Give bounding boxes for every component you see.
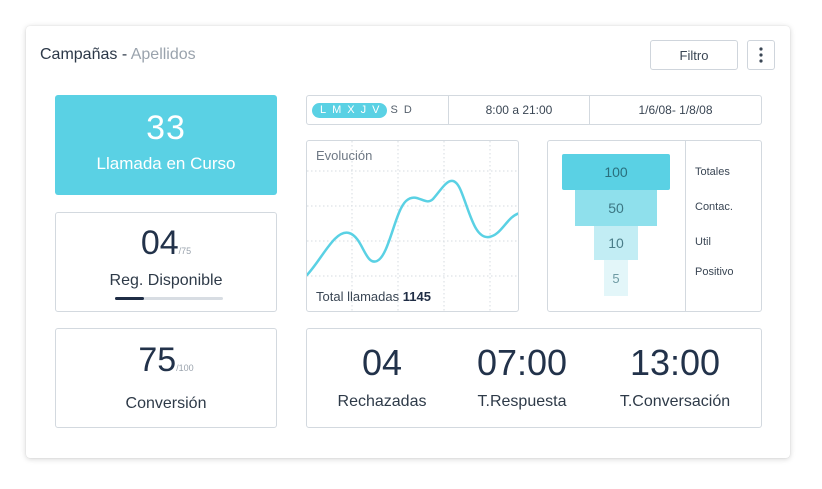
funnel-value: 50 [608,200,624,216]
available-records-label: Reg. Disponible [109,272,223,289]
day-j[interactable]: J [360,104,367,116]
funnel-value: 10 [608,235,624,251]
campaign-subtitle: Apellidos [130,46,196,63]
funnel-value: 100 [604,164,628,180]
funnel-step-positivo: 5 [604,260,628,296]
stat-t-respuesta[interactable]: 07:00 T.Respuesta [467,343,577,411]
day-m[interactable]: M [332,104,342,116]
active-calls-tile[interactable]: 33 Llamada en Curso [55,95,277,195]
funnel-label: Totales [695,166,730,178]
stats-panel: 04 Rechazadas 07:00 T.Respuesta 13:00 T.… [306,328,762,428]
progress-fill [115,297,145,300]
stat-label: Rechazadas [337,393,427,410]
total-calls-label: Total llamadas [316,289,400,304]
schedule-hours[interactable]: 8:00 a 21:00 [449,96,590,124]
total-calls-value: 1145 [402,289,431,304]
stat-rechazadas[interactable]: 04 Rechazadas [332,343,432,411]
more-options-button[interactable] [747,40,775,70]
evolution-chart-svg [307,141,518,311]
conversion-label: Conversión [125,395,207,412]
stat-t-conversacion[interactable]: 13:00 T.Conversación [607,343,743,411]
stat-label: T.Conversación [619,393,731,410]
funnel-label: Positivo [695,266,734,278]
day-l[interactable]: L [320,104,327,116]
funnel-value: 5 [612,270,620,286]
conversion-value: 75 [138,341,177,379]
evolution-title: Evolución [316,148,373,163]
conversion-count: 75/100 [56,343,276,385]
available-records-count: 04/75 [56,226,276,268]
schedule-dates[interactable]: 1/6/08- 1/8/08 [638,103,713,117]
day-x[interactable]: X [347,104,355,116]
funnel-label: Util [695,236,711,248]
day-s[interactable]: S [390,104,398,116]
stat-value: 04 [361,342,403,383]
day-v[interactable]: V [372,104,380,116]
title-separator: - [117,46,131,63]
funnel-divider [685,141,686,311]
campaign-title: Campañas [40,46,118,63]
stat-value: 07:00 [476,342,568,383]
active-calls-label: Llamada en Curso [96,154,236,173]
filter-button[interactable]: Filtro [650,40,738,70]
evolution-chart[interactable]: Evolución Total llamadas 1145 [306,140,519,312]
stat-value: 13:00 [629,342,721,383]
stat-label: T.Respuesta [477,393,567,410]
available-records-progress [115,297,223,300]
card-title: Campañas - Apellidos [40,46,196,64]
conversion-tile[interactable]: 75/100 Conversión [55,328,277,428]
day-d[interactable]: D [403,104,412,116]
vertical-ellipsis-icon [759,47,763,63]
conversion-total: /100 [176,363,194,373]
total-calls: Total llamadas 1145 [316,289,431,304]
campaign-card: Campañas - Apellidos Filtro 33 Llamada e… [26,26,790,458]
evolution-line [307,179,518,277]
active-calls-value: 33 [146,109,186,147]
funnel-label: Contac. [695,201,733,213]
schedule-days[interactable]: L M X J V S D [307,96,449,124]
active-days-pill: L M X J V [312,102,388,118]
available-records-tile[interactable]: 04/75 Reg. Disponible [55,212,277,312]
funnel-step-util: 10 [594,226,638,260]
funnel-step-totales: 100 [562,154,670,190]
schedule-bar: L M X J V S D 8:00 a 21:00 1/6/08- 1/8/0… [306,95,762,125]
funnel-step-contac: 50 [575,190,657,226]
available-records-value: 04 [140,224,179,262]
available-records-total: /75 [178,246,192,256]
conversion-funnel[interactable]: 100 50 10 5 Totales Contac. Util Positiv… [547,140,762,312]
